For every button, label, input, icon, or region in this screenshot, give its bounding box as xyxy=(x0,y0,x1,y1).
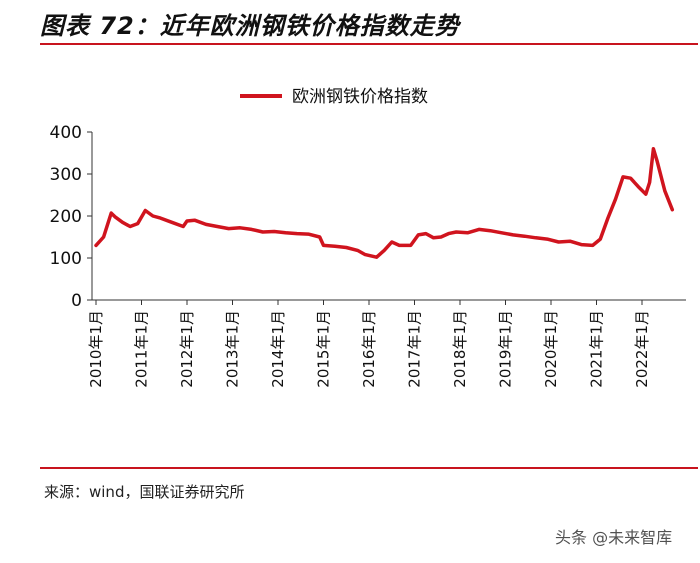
y-tick-label: 400 xyxy=(50,123,82,143)
x-tick-label: 2018年1月 xyxy=(451,310,469,388)
legend: 欧洲钢铁价格指数 xyxy=(240,87,428,107)
y-tick-label: 0 xyxy=(71,291,82,311)
x-tick-label: 2010年1月 xyxy=(87,310,105,388)
bottom-rule xyxy=(40,467,698,469)
top-rule xyxy=(40,43,698,45)
y-tick-label: 100 xyxy=(50,249,82,269)
x-tick-label: 2020年1月 xyxy=(542,310,560,388)
series-line xyxy=(94,147,675,259)
source-note: 来源：wind，国联证券研究所 xyxy=(44,483,245,501)
x-axis-ticks: 2010年1月 2011年1月 2012年1月 2013年1月 2014年1月 2015年… xyxy=(87,300,651,388)
figure-title: 图表 72：近年欧洲钢铁价格指数走势 xyxy=(40,12,460,40)
x-tick-label: 2016年1月 xyxy=(360,310,378,388)
y-tick-label: 300 xyxy=(50,165,82,185)
x-tick-label: 2022年1月 xyxy=(633,310,651,388)
axes xyxy=(91,132,686,301)
x-tick-label: 2019年1月 xyxy=(497,310,515,388)
legend-label: 欧洲钢铁价格指数 xyxy=(292,87,428,107)
watermark: 头条 @未来智库 xyxy=(555,528,673,547)
y-axis-ticks: 0 100 200 300 400 xyxy=(50,123,92,311)
x-tick-label: 2021年1月 xyxy=(588,310,606,388)
x-tick-label: 2014年1月 xyxy=(269,310,287,388)
x-tick-label: 2012年1月 xyxy=(178,310,196,388)
x-tick-label: 2015年1月 xyxy=(315,310,333,388)
x-tick-label: 2013年1月 xyxy=(224,310,242,388)
x-tick-label: 2011年1月 xyxy=(133,310,151,388)
x-tick-label: 2017年1月 xyxy=(406,310,424,388)
y-tick-label: 200 xyxy=(50,207,82,227)
